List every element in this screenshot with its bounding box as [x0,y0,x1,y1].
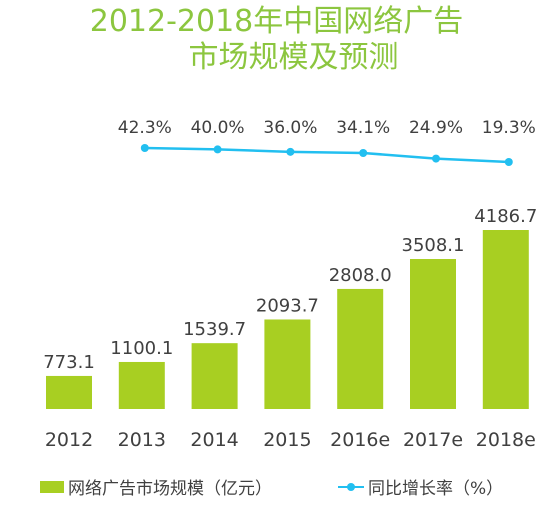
legend-bar-swatch [40,480,64,493]
bar-label-2012: 773.1 [43,352,95,373]
x-tick-2018e: 2018e [476,429,536,451]
legend-label-market-size: 网络广告市场规模（亿元） [68,479,272,499]
bar-label-2014: 1539.7 [183,319,246,340]
chart-canvas: 773.1 2012 1100.1 2013 1539.7 2014 2093.7 2015 2… [43,118,537,451]
legend-item-growth-rate: 同比增长率（%） [338,474,503,499]
growth-point-2015 [286,147,295,156]
x-tick-2014: 2014 [190,429,238,451]
bar-2014 [191,343,238,409]
x-tick-2012: 2012 [45,429,93,451]
chart-title-line-2: 市场规模及预测 [188,40,399,75]
legend-label-growth-rate: 同比增长率（%） [368,479,504,499]
growth-label-2016e: 34.1% [336,118,390,138]
growth-rate-line [144,146,509,164]
bar-label-2017e: 3508.1 [402,235,465,256]
chart-title-line-1: 2012-2018年中国网络广告 [89,4,464,39]
x-tick-2015: 2015 [263,429,311,451]
growth-label-2017e: 24.9% [409,118,463,138]
growth-label-2018e: 19.3% [482,118,536,138]
bar-label-2018e: 4186.7 [474,206,537,227]
growth-label-2013: 42.3% [118,118,172,138]
bar-label-2015: 2093.7 [256,295,319,316]
bar-label-2016e: 2808.0 [329,265,392,286]
x-tick-2016e: 2016e [330,429,390,451]
bar-2015 [264,319,311,409]
bar-2018e [482,230,529,409]
bar-label-2013: 1100.1 [110,338,173,359]
growth-point-2014 [213,145,222,154]
bar-2016e [337,288,384,409]
growth-label-2014: 40.0% [191,118,245,138]
growth-point-2013 [140,144,149,152]
growth-label-2015: 36.0% [263,118,317,138]
growth-point-2018e [504,158,513,166]
chart-legend: 网络广告市场规模（亿元） 同比增长率（%） [0,474,553,499]
x-tick-2013: 2013 [118,429,166,451]
bar-2017e [410,259,456,409]
growth-point-2016e [359,148,368,157]
growth-point-2017e [432,154,440,163]
bar-2013 [118,361,165,409]
x-tick-2017e: 2017e [403,429,463,451]
bar-2012 [46,375,92,409]
legend-item-market-size: 网络广告市场规模（亿元） [40,474,272,499]
legend-line-swatch [338,481,364,493]
